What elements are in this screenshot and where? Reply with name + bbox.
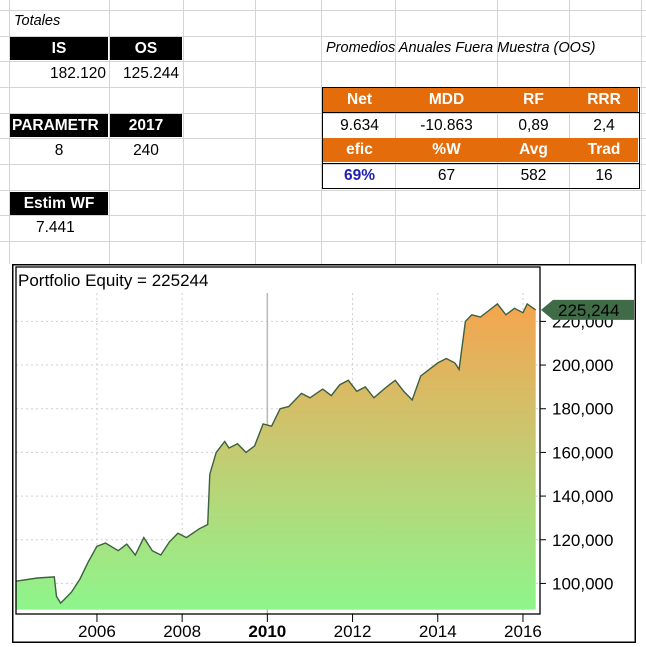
parametr-header: PARAMETR xyxy=(10,114,108,137)
mdd-value: -10.863 xyxy=(420,116,473,134)
y-tick-label-3: 160,000 xyxy=(552,443,613,462)
is-value: 182.120 xyxy=(49,65,106,82)
pctw-value: 67 xyxy=(437,166,456,184)
equity-line xyxy=(15,302,537,605)
param-value-2: 240 xyxy=(133,142,159,159)
y-tick-label-5: 200,000 xyxy=(552,356,613,375)
net-header: Net xyxy=(323,88,396,112)
equity-area xyxy=(16,303,536,610)
efic-value: 69% xyxy=(343,166,376,184)
estim-wf-value: 7.441 xyxy=(36,219,75,236)
x-tick-label-3: 2012 xyxy=(334,622,372,641)
estim-wf-header: Estim WF xyxy=(10,192,108,215)
y-tick-label-2: 140,000 xyxy=(552,487,613,506)
x-tick-label-0: 2006 xyxy=(78,622,116,641)
x-axis: 2006 2008 2010 2012 2014 2016 xyxy=(78,614,542,641)
last-value-marker: 225,244 xyxy=(541,299,634,320)
avg-value: 582 xyxy=(520,166,547,184)
rrr-header: RRR xyxy=(570,88,638,112)
is-header: IS xyxy=(10,37,108,60)
param-value-1: 8 xyxy=(54,142,64,159)
os-header: OS xyxy=(110,37,182,60)
pctw-header: %W xyxy=(396,138,497,162)
y-tick-label-0: 100,000 xyxy=(552,574,613,593)
chart-title: Portfolio Equity = 225244 xyxy=(18,271,208,290)
avg-header: Avg xyxy=(497,138,570,162)
rf-value: 0,89 xyxy=(518,116,549,134)
trad-header: Trad xyxy=(570,138,638,162)
equity-chart: Portfolio Equity = 225244 100,000 120,000… xyxy=(12,264,636,643)
last-value-label: 225,244 xyxy=(558,301,619,320)
oos-title: Promedios Anuales Fuera Muestra (OOS) xyxy=(326,40,596,56)
rrr-value: 2,4 xyxy=(593,116,615,134)
x-tick-label-2: 2010 xyxy=(248,622,286,641)
totales-label: Totales xyxy=(14,13,61,29)
x-tick-label-1: 2008 xyxy=(163,622,201,641)
last-value-arrow xyxy=(541,299,634,320)
x-tick-label-4: 2014 xyxy=(419,622,457,641)
oos-stats-table: Net MDD RF RRR 9.634 -10.863 0,89 2,4 ef… xyxy=(321,87,640,189)
x-tick-label-5: 2016 xyxy=(504,622,542,641)
year-header: 2017 xyxy=(110,114,182,137)
y-tick-label-4: 180,000 xyxy=(552,400,613,419)
trad-value: 16 xyxy=(595,166,613,184)
plot-border xyxy=(15,266,541,615)
y-tick-label-1: 120,000 xyxy=(552,531,613,550)
mdd-header: MDD xyxy=(396,88,497,112)
net-value: 9.634 xyxy=(340,116,379,134)
os-value: 125.244 xyxy=(122,65,179,82)
efic-header: efic xyxy=(323,138,396,162)
rf-header: RF xyxy=(497,88,570,112)
